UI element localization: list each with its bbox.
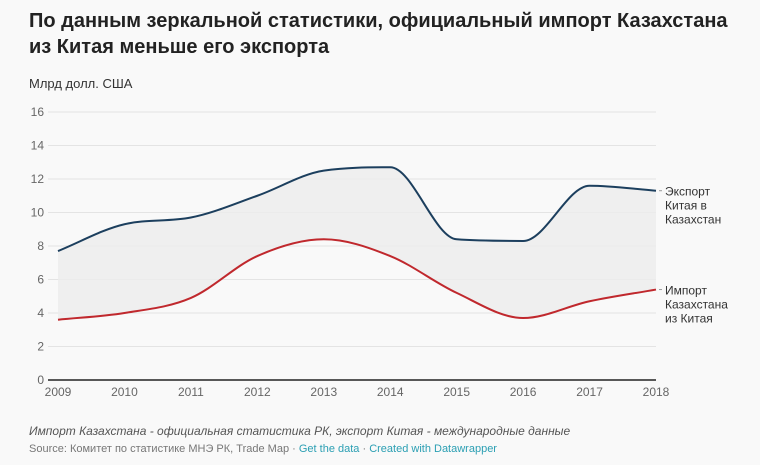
line-chart: 0 2 4 6 8 10 12 14 16 2009 2010 2011 2012 2013 2014 201… bbox=[31, 105, 729, 399]
y-tick-label: 12 bbox=[31, 172, 45, 186]
datawrapper-link[interactable]: Created with Datawrapper bbox=[369, 443, 497, 455]
y-tick-label: 16 bbox=[31, 105, 45, 119]
x-tick-label: 2016 bbox=[510, 385, 537, 399]
chart-title: По данным зеркальной статистики, официал… bbox=[29, 10, 728, 58]
y-tick-label: 6 bbox=[37, 273, 44, 287]
x-tick-label: 2018 bbox=[643, 385, 670, 399]
y-tick-label: 10 bbox=[31, 206, 45, 220]
x-tick-label: 2013 bbox=[310, 385, 337, 399]
source-line: Source: Комитет по статистике МНЭ РК, Tr… bbox=[29, 443, 497, 455]
source-text: Source: Комитет по статистике МНЭ РК, Tr… bbox=[29, 443, 290, 455]
x-tick-label: 2014 bbox=[377, 385, 404, 399]
series-label: Экспорт bbox=[665, 185, 711, 199]
series-label: Импорт bbox=[665, 284, 707, 298]
unit-label: Млрд долл. США bbox=[29, 76, 133, 91]
chart-note: Импорт Казахстана - официальная статисти… bbox=[29, 424, 571, 438]
series-line bbox=[57, 166, 657, 252]
y-tick-label: 2 bbox=[37, 340, 44, 354]
x-tick-label: 2010 bbox=[111, 385, 138, 399]
series-label: Китая в bbox=[665, 199, 707, 213]
x-tick-label: 2017 bbox=[576, 385, 603, 399]
x-tick-label: 2011 bbox=[178, 385, 204, 399]
series-label: Казахстан bbox=[665, 213, 721, 227]
x-tick-label: 2015 bbox=[443, 385, 470, 399]
separator: · bbox=[289, 443, 299, 455]
y-tick-label: 4 bbox=[37, 306, 44, 320]
get-data-link[interactable]: Get the data bbox=[298, 443, 360, 455]
x-tick-label: 2009 bbox=[45, 385, 72, 399]
x-tick-label: 2012 bbox=[244, 385, 271, 399]
y-tick-label: 8 bbox=[37, 239, 44, 253]
series-line bbox=[57, 238, 657, 321]
y-tick-label: 14 bbox=[31, 139, 45, 153]
series-label: Казахстана bbox=[665, 298, 728, 312]
y-tick-label: 0 bbox=[37, 373, 44, 387]
series-label: из Китая bbox=[665, 312, 713, 326]
separator: · bbox=[359, 443, 370, 455]
